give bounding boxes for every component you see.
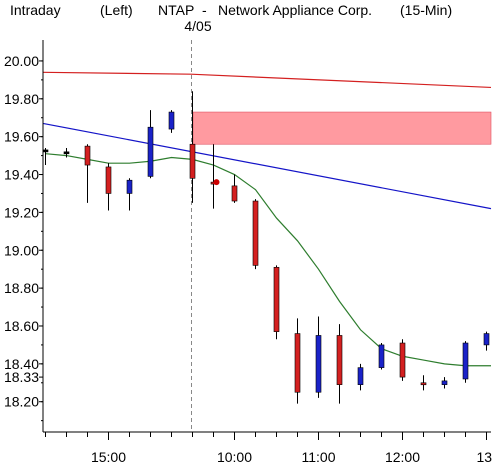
y-tick-label: 19.40 (4, 167, 39, 183)
candle-body (147, 126, 154, 177)
candle-body (231, 185, 238, 202)
y-tick-label: 18.40 (4, 356, 39, 372)
candle-body (273, 266, 280, 332)
short-ma-line (45, 153, 491, 367)
candle-body (252, 200, 259, 266)
resistance-zone (192, 111, 492, 145)
upper-band-line (42, 71, 492, 89)
symbol-label: NTAP (158, 2, 195, 18)
y-tick-label: 19.20 (4, 204, 39, 220)
x-tick-label: 11:00 (302, 449, 336, 465)
candle-body (462, 342, 469, 380)
candle-body (336, 335, 343, 385)
y-tick-label: 18.20 (4, 394, 39, 410)
y-tick-label: 20.00 (4, 53, 39, 69)
y-tick-label: 18.80 (4, 280, 39, 296)
separator-label: - (202, 2, 207, 18)
candle-body (42, 149, 49, 153)
chart-header: Intraday (Left) NTAP - Network Appliance… (0, 0, 492, 20)
price-marker (213, 179, 220, 186)
interval-label: Intraday (10, 2, 61, 18)
x-tick-label: 12:00 (385, 449, 420, 465)
x-tick-label: 15:00 (91, 449, 126, 465)
candle-body (420, 382, 427, 386)
company-label: Network Appliance Corp. (218, 2, 373, 18)
y-tick-label: 18.60 (4, 318, 39, 334)
y-tick-label: 19.80 (4, 91, 39, 107)
candle-body (294, 333, 301, 393)
candle-body (378, 344, 385, 368)
candle-body (399, 342, 406, 378)
axis-layer: 20.00 19.80 19.60 19.40 19.20 19.00 18.80 18.60… (4, 40, 492, 465)
candle-body (315, 335, 322, 393)
candle-layer (42, 91, 490, 404)
candle-body (168, 111, 175, 130)
candle-body (84, 145, 91, 166)
y-tick-label: 19.60 (4, 129, 39, 145)
period-label: (15-Min) (400, 2, 453, 18)
axis-side-label: (Left) (100, 2, 133, 18)
x-tick-label: 13:0 (477, 449, 492, 465)
candle-body (483, 333, 490, 346)
candle-body (126, 179, 133, 194)
candle-body (105, 166, 112, 194)
candle-body (63, 151, 70, 155)
candle-body (189, 143, 196, 179)
y-tick-label: 18.33 (4, 369, 39, 385)
long-ma-line (42, 122, 492, 210)
overlay-layer (42, 40, 492, 432)
candle-body (357, 367, 364, 385)
session-break-label: 4/05 (184, 18, 211, 34)
y-tick-label: 19.00 (4, 242, 39, 258)
candle-body (441, 380, 448, 385)
x-tick-label: 10:00 (217, 449, 252, 465)
